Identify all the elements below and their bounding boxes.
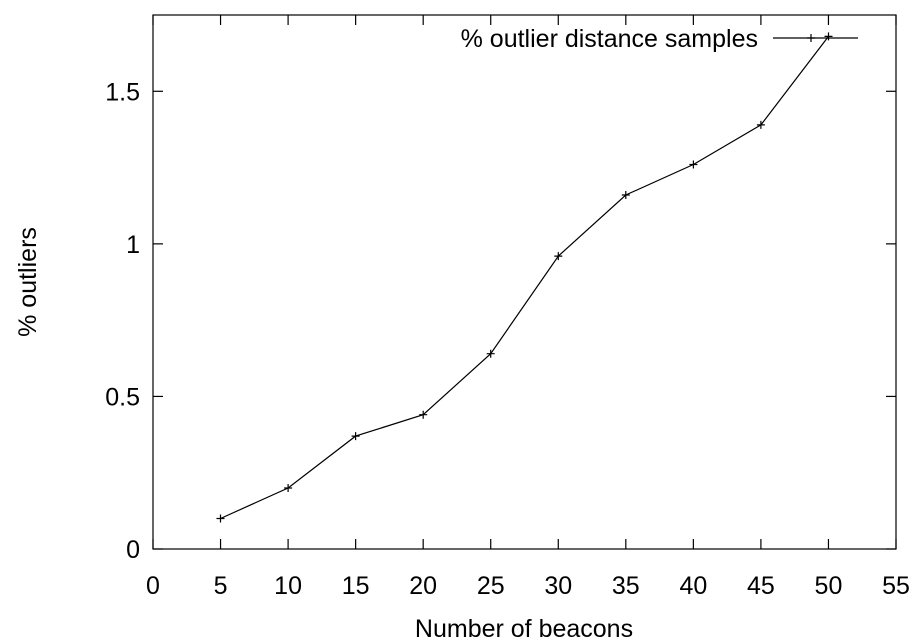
x-axis-label: Number of beacons: [415, 615, 633, 642]
legend-marker-swatch: [807, 34, 815, 42]
x-tick-label: 10: [274, 572, 302, 600]
legend: % outlier distance samples: [461, 25, 858, 53]
data-point-marker: [824, 32, 833, 41]
x-tick-label: 25: [477, 572, 505, 600]
plot-frame: [152, 14, 897, 550]
legend-label: % outlier distance samples: [461, 25, 758, 53]
y-tick-label: 1: [126, 231, 140, 259]
x-tick-label: 35: [612, 572, 640, 600]
data-point-marker: [621, 191, 630, 199]
data-point-marker: [689, 160, 698, 169]
data-point-marker: [419, 410, 428, 419]
data-point-marker: [216, 514, 225, 523]
data-point-marker: [284, 484, 293, 492]
data-point-marker: [486, 349, 495, 358]
y-tick-label: 0: [126, 536, 140, 564]
x-tick-label: 30: [544, 572, 572, 600]
y-axis-label: % outliers: [14, 227, 42, 337]
y-tick-label: 1.5: [105, 78, 140, 106]
x-tick-label: 55: [882, 572, 910, 600]
x-tick-label: 50: [815, 572, 843, 600]
y-axis: 0 0.5 1 1.5: [105, 78, 896, 564]
data-point-marker: [756, 120, 765, 129]
x-tick-label: 45: [747, 572, 775, 600]
data-point-marker: [351, 432, 360, 441]
x-tick-label: 40: [679, 572, 707, 600]
x-tick-label: 0: [146, 572, 160, 600]
series-line: [220, 36, 829, 520]
data-point-marker: [554, 252, 563, 261]
x-tick-label: 5: [214, 572, 228, 600]
x-tick-label: 20: [409, 572, 437, 600]
x-axis: 0 5 10 15 20 25 30 35 40 45 50 55: [146, 15, 910, 600]
y-tick-label: 0.5: [105, 383, 140, 411]
series-layer: [216, 32, 833, 523]
x-tick-label: 15: [342, 572, 370, 600]
